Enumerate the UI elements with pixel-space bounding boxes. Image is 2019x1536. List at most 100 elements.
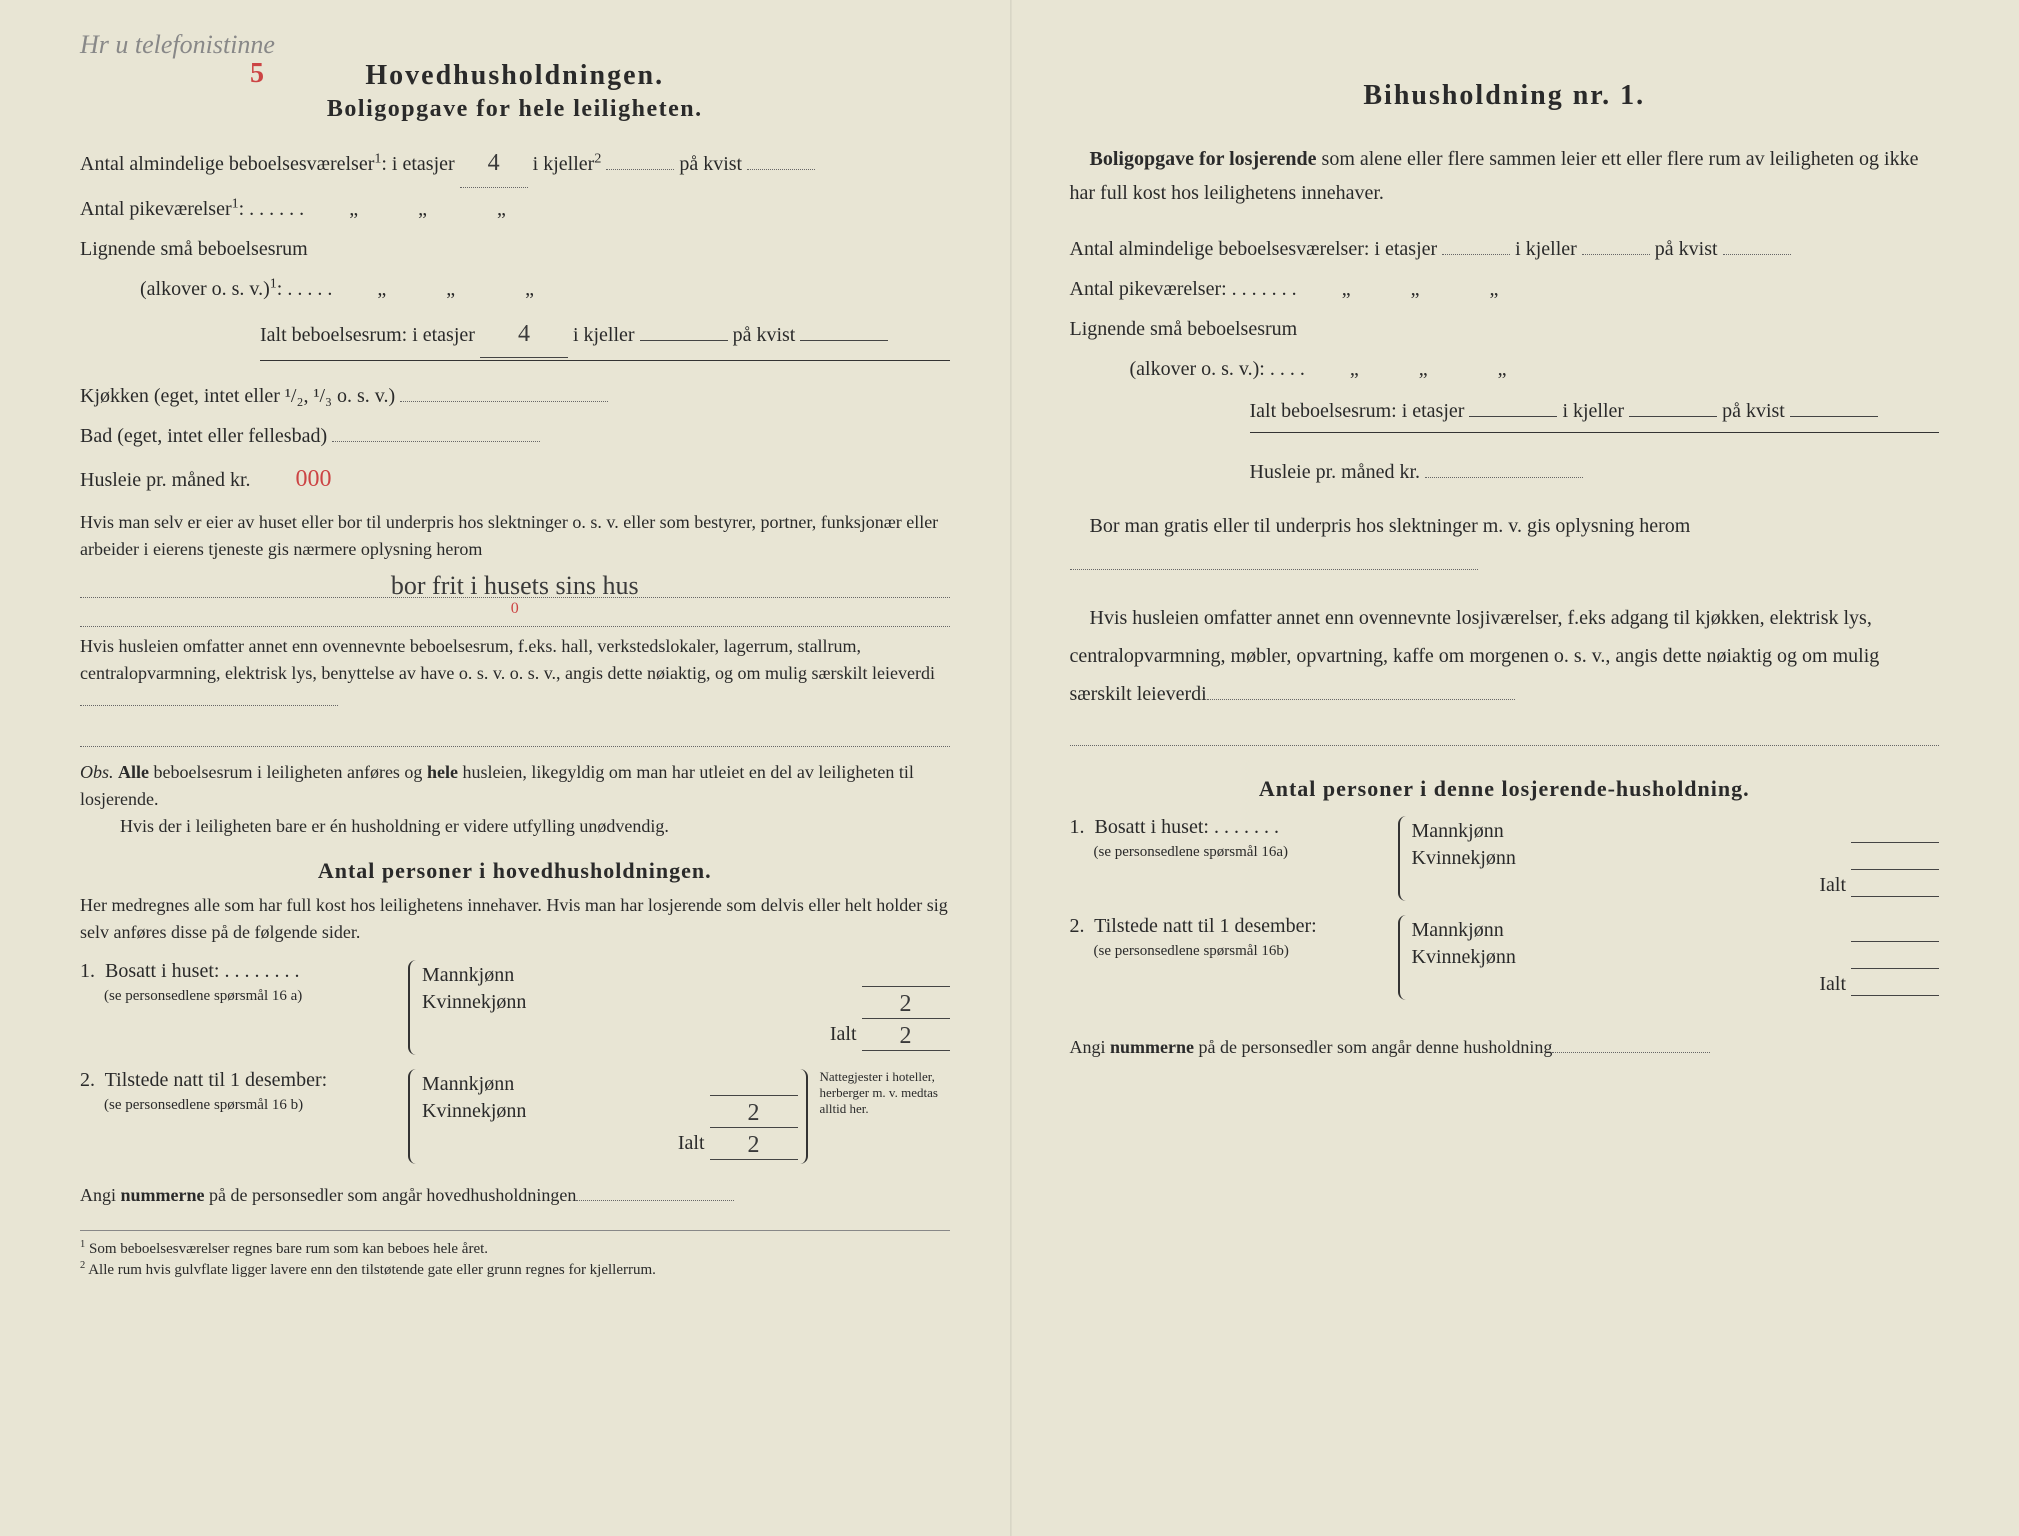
row2-num: 2. <box>80 1069 95 1091</box>
obs-alle: Alle <box>118 762 149 782</box>
sup-2: 2 <box>594 151 601 166</box>
row1-label: Bosatt i huset: . . . . . . . . <box>105 960 299 982</box>
r-bottom-line: Angi nummerne på de personsedler som ang… <box>1070 1030 1940 1064</box>
footnote-1: 1 Som beboelsesværelser regnes bare rum … <box>80 1239 950 1258</box>
r-row1-female-val <box>1851 847 1939 870</box>
r-bottom-rest: på de personsedler som angår denne husho… <box>1194 1037 1552 1057</box>
small-rooms-label: Lignende små beboelsesrum <box>80 230 950 268</box>
top-handwriting: Hr u telefonistinne <box>80 30 275 60</box>
r-alkover-line: (alkover o. s. v.): . . . . „ „ „ <box>1130 350 1940 388</box>
persons-intro: Her medregnes alle som har full kost hos… <box>80 892 950 946</box>
r-total-kjeller-label: i kjeller <box>1562 400 1624 422</box>
r-small-label: Lignende små beboelsesrum <box>1070 310 1940 348</box>
ordinary-rooms-line: Antal almindelige beboelsesværelser1: i … <box>80 141 950 188</box>
obs-hele: hele <box>427 762 458 782</box>
total-etasjer-label: i etasjer <box>412 324 475 346</box>
r-persons-title: Antal personer i denne losjerende-hushol… <box>1070 776 1940 802</box>
total-label: Ialt beboelsesrum: <box>260 324 407 346</box>
red-annotation-5: 5 <box>250 58 264 90</box>
bath-value <box>332 441 540 442</box>
r-free-note: Bor man gratis eller til underpris hos s… <box>1070 507 1940 583</box>
r-total-label: Ialt beboelsesrum: <box>1250 400 1397 422</box>
row2-male-label: Mannkjønn <box>422 1073 514 1096</box>
person-row-1-left: 1. Bosatt i huset: . . . . . . . . (se p… <box>80 960 400 1006</box>
bottom-prefix: Angi <box>80 1185 121 1205</box>
bath-label: Bad (eget, intet eller fellesbad) <box>80 425 327 447</box>
extra-note: Hvis husleien omfatter annet enn ovennev… <box>80 633 950 714</box>
kitchen-line: Kjøkken (eget, intet eller ¹/₂, ¹/₃ o. s… <box>80 377 950 415</box>
r-bottom-blank <box>1552 1052 1710 1053</box>
r-total-kvist-val <box>1790 416 1878 417</box>
r-free-note-text: Bor man gratis eller til underpris hos s… <box>1090 515 1691 537</box>
alkover-sup: 1 <box>270 276 277 291</box>
total-kjeller-label: i kjeller <box>573 324 635 346</box>
bihus-prefix: Bihusholdning nr. <box>1363 80 1620 111</box>
r-total-kvist-label: på kvist <box>1722 400 1785 422</box>
r-row2-female-val <box>1851 946 1939 969</box>
rent-value: 000 <box>296 466 332 492</box>
alkover-label: (alkover o. s. v.) <box>140 278 270 300</box>
owner-handwritten: bor frit i husets sins hus <box>80 569 950 598</box>
r-extra-note: Hvis husleien omfatter annet enn ovennev… <box>1070 599 1940 713</box>
bottom-bold: nummerne <box>121 1185 205 1205</box>
r-ordinary-label: Antal almindelige beboelsesværelser: i e… <box>1070 238 1438 260</box>
r-free-blank <box>1070 569 1478 570</box>
alkover-dots: : . . . . . <box>277 278 333 300</box>
ordinary-rooms-label: Antal almindelige beboelsesværelser <box>80 153 374 175</box>
total-kjeller-value <box>640 340 728 341</box>
row2-total-val: 2 <box>710 1132 798 1160</box>
pike-line: Antal pikeværelser1: . . . . . . „ „ „ <box>80 190 950 228</box>
kjeller-label: i kjeller <box>533 153 595 175</box>
row2-male-val <box>710 1073 798 1096</box>
r-rent-val <box>1425 477 1583 478</box>
r-ditto-2: „ „ „ <box>1350 358 1507 380</box>
row2-female-val: 2 <box>710 1100 798 1128</box>
row1-total-label: Ialt <box>830 1023 857 1051</box>
r-row1-sub: (se personsedlene spørsmål 16a) <box>1094 844 1289 860</box>
kitchen-label: Kjøkken (eget, intet eller ¹/₂, ¹/₃ o. s… <box>80 385 395 407</box>
kvist-value <box>747 169 815 170</box>
obs-label: Obs. <box>80 762 114 782</box>
night-note: Nattegjester i hoteller, herberger m. v.… <box>820 1069 950 1117</box>
row1-female-label: Kvinnekjønn <box>422 991 526 1019</box>
rent-line: Husleie pr. måned kr. 000 <box>80 457 950 503</box>
r-bottom-prefix: Angi <box>1070 1037 1111 1057</box>
fn1-num: 1 <box>80 1239 85 1250</box>
r-total-etasjer-label: i etasjer <box>1402 400 1465 422</box>
r-row1-female-label: Kvinnekjønn <box>1412 847 1516 870</box>
r-row2-sub: (se personsedlene spørsmål 16b) <box>1094 943 1289 959</box>
r-alkover-label: (alkover o. s. v.): . . . . <box>1130 358 1305 380</box>
r-row1-male-label: Mannkjønn <box>1412 820 1504 843</box>
ditto-marks-1: „ „ „ <box>349 198 506 220</box>
r-row1-num: 1. <box>1070 816 1085 838</box>
fn1-text: Som beboelsesværelser regnes bare rum so… <box>89 1241 488 1257</box>
r-extra-note-text: Hvis husleien omfatter annet enn ovennev… <box>1070 607 1880 705</box>
r-pike-line: Antal pikeværelser: . . . . . . . „ „ „ <box>1070 270 1940 308</box>
row2-sub: (se personsedlene spørsmål 16 b) <box>104 1097 303 1113</box>
r-pike-label: Antal pikeværelser: . . . . . . . <box>1070 278 1297 300</box>
alkover-line: (alkover o. s. v.)1: . . . . . „ „ „ <box>140 270 950 308</box>
persons-title: Antal personer i hovedhusholdningen. <box>80 858 950 884</box>
r-row2-num: 2. <box>1070 915 1085 937</box>
subtitle: Boligopgave for hele leiligheten. <box>80 96 950 123</box>
row1-male-val <box>862 964 950 987</box>
obs-t2: beboelsesrum i leiligheten anføres og <box>149 762 427 782</box>
r-row2-left: 2. Tilstede natt til 1 desember: (se per… <box>1070 915 1390 961</box>
main-title: Hovedhusholdningen. <box>80 60 950 92</box>
red-zero: 0 <box>511 600 519 617</box>
total-kvist-value <box>800 340 888 341</box>
ditto-marks-2: „ „ „ <box>377 278 534 300</box>
row1-female-val: 2 <box>862 991 950 1019</box>
row2-label: Tilstede natt til 1 desember: <box>105 1069 328 1091</box>
bottom-rest: på de personsedler som angår hovedhushol… <box>205 1185 577 1205</box>
r-extra-blank <box>1207 699 1515 700</box>
intro-paragraph: Boligopgave for losjerende som alene ell… <box>1070 142 1940 210</box>
r-ditto-1: „ „ „ <box>1342 278 1499 300</box>
kitchen-value <box>400 401 608 402</box>
r-total-kjeller-val <box>1629 416 1717 417</box>
blank-line-1: 0 <box>80 600 950 627</box>
rent-label: Husleie pr. måned kr. <box>80 469 251 491</box>
person-row-2: 2. Tilstede natt til 1 desember: (se per… <box>80 1069 950 1164</box>
bottom-line: Angi nummerne på de personsedler som ang… <box>80 1178 950 1212</box>
bihus-suffix: . <box>1636 80 1645 111</box>
